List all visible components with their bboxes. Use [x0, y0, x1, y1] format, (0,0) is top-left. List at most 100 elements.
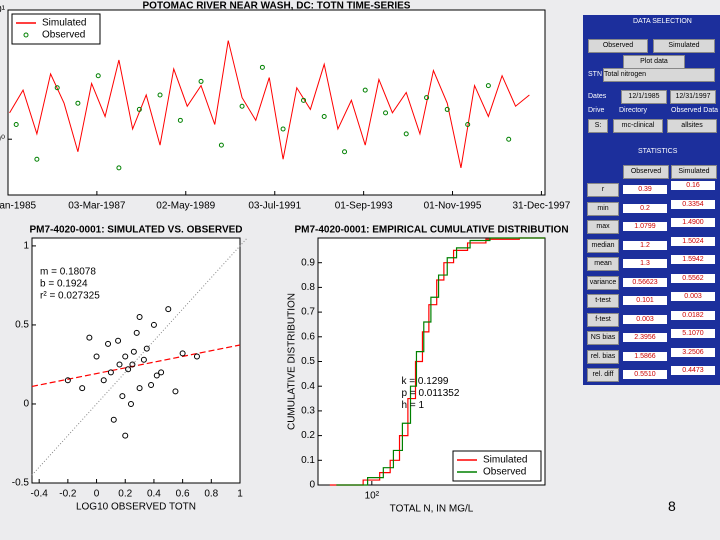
- x-tick-label: 01-Sep-1993: [335, 201, 393, 212]
- scatter-point: [136, 385, 143, 392]
- y-tick-label: 0.6: [301, 331, 315, 342]
- stat-label: max: [587, 220, 619, 234]
- observed-point: [465, 121, 471, 127]
- stats-title: STATISTICS: [638, 148, 678, 155]
- x-tick-label: 10²: [365, 491, 380, 502]
- drive-select[interactable]: S:: [588, 119, 608, 133]
- y-tick-label: 0.2: [301, 430, 315, 441]
- scatter-point: [107, 369, 114, 376]
- station-label: STN: [588, 71, 602, 78]
- plot-button[interactable]: Plot data: [623, 55, 685, 69]
- y-tick-label: 0.4: [301, 381, 315, 392]
- stat-value: 0.003: [623, 314, 667, 324]
- stat-value: 2.3956: [623, 333, 667, 342]
- stat-value: 0.39: [623, 185, 667, 194]
- stat-value: 0.56623: [623, 277, 667, 287]
- scatter-point: [119, 393, 126, 400]
- annotation: m = 0.18078: [40, 267, 96, 278]
- observed-point: [136, 106, 142, 112]
- observed-point: [280, 126, 286, 132]
- scatter-point: [133, 329, 140, 336]
- fit-line: [31, 344, 241, 388]
- x-tick-label: 31-Dec-1997: [512, 201, 570, 212]
- scatter-point: [116, 361, 123, 368]
- scatter-point: [158, 369, 165, 376]
- observed-data-label: Observed Data: [671, 107, 719, 114]
- scatter-point: [93, 353, 100, 360]
- x-tick-label: 0.4: [147, 489, 161, 500]
- scatter-point: [165, 306, 172, 313]
- x-tick-label: 0.8: [204, 489, 218, 500]
- stat-label: rel. diff: [587, 368, 619, 382]
- end-date[interactable]: 12/31/1997: [670, 90, 716, 104]
- observed-point: [506, 136, 512, 142]
- observed-point: [259, 64, 265, 70]
- scatter-point: [122, 432, 129, 439]
- scatter-point: [127, 400, 134, 407]
- stat-value: 1.5866: [623, 351, 667, 361]
- observed-point: [424, 95, 430, 101]
- dates-label: Dates: [588, 93, 607, 100]
- simulated-button[interactable]: Simulated: [653, 39, 715, 53]
- observed-point: [157, 92, 163, 98]
- observed-point: [321, 113, 327, 119]
- y-tick-label: 0: [23, 399, 29, 410]
- observed-point: [362, 87, 368, 93]
- x-tick-label: 01-Jan-1985: [0, 201, 37, 212]
- observed-point: [383, 110, 389, 116]
- y-tick-label: 0.1: [301, 455, 315, 466]
- annotation: b = 0.1924: [40, 279, 88, 290]
- scatter-point: [136, 314, 143, 321]
- x-tick-label: 0.2: [118, 489, 132, 500]
- x-tick-label: -0.2: [59, 489, 77, 500]
- x-axis-label: TOTAL N, IN MG/L: [390, 504, 474, 515]
- x-tick-label: 0: [94, 489, 100, 500]
- y-tick-label: 0.8: [301, 282, 315, 293]
- station-select[interactable]: Total nitrogen: [603, 68, 715, 82]
- panel-title: DATA SELECTION: [633, 18, 692, 25]
- y-tick-label: -0.5: [12, 478, 30, 489]
- observed-point: [218, 142, 224, 148]
- scatter-point: [64, 377, 71, 384]
- start-date[interactable]: 12/1/1985: [621, 90, 667, 104]
- x-tick-label: 01-Nov-1995: [424, 201, 482, 212]
- chart-title: POTOMAC RIVER NEAR WASH, DC: TOTN TIME-S…: [143, 1, 411, 12]
- observed-point: [75, 100, 81, 106]
- observed-point: [444, 106, 450, 112]
- observed-point: [116, 165, 122, 171]
- stat-value: 0.5510: [623, 370, 667, 379]
- annotation: r² = 0.027325: [40, 291, 100, 302]
- x-axis-label: LOG10 OBSERVED TOTN: [76, 502, 196, 513]
- observed-point: [342, 149, 348, 155]
- y-tick-label: 1: [23, 241, 29, 252]
- y-tick-label: 0.5: [301, 356, 315, 367]
- file-select[interactable]: allsites: [667, 119, 717, 133]
- annotation: h = 1: [402, 400, 425, 411]
- stat-label: NS bias: [587, 331, 619, 345]
- observed-point: [54, 85, 60, 91]
- observed-point: [95, 73, 101, 79]
- x-tick-label: 02-May-1989: [156, 201, 215, 212]
- scatter-point: [193, 353, 200, 360]
- x-tick-label: 1: [237, 489, 243, 500]
- chart-title: PM7-4020-0001: EMPIRICAL CUMULATIVE DIST…: [294, 225, 568, 236]
- x-tick-label: -0.4: [31, 489, 49, 500]
- stat-value: 0.0182: [671, 310, 715, 320]
- directory-select[interactable]: mc-clinical: [613, 119, 663, 133]
- legend-label: Simulated: [42, 18, 86, 29]
- scatter-point: [115, 337, 122, 344]
- data-selection-panel: DATA SELECTION Observed Simulated Plot d…: [583, 15, 720, 385]
- scatter-point: [130, 348, 137, 355]
- stat-value: 1.4900: [671, 218, 715, 227]
- stat-value: 0.16: [671, 181, 715, 190]
- scatter-point: [148, 382, 155, 388]
- scatter-point: [79, 385, 86, 392]
- stat-label: min: [587, 201, 619, 216]
- stat-value: 0.5562: [671, 273, 715, 283]
- cdf-line: [336, 237, 545, 486]
- observed-button[interactable]: Observed: [588, 39, 648, 53]
- legend-label: Simulated: [483, 455, 527, 466]
- stat-value: 1.2: [623, 240, 667, 250]
- annotation: k = 0.1299: [402, 376, 449, 387]
- plot-area: [317, 237, 546, 486]
